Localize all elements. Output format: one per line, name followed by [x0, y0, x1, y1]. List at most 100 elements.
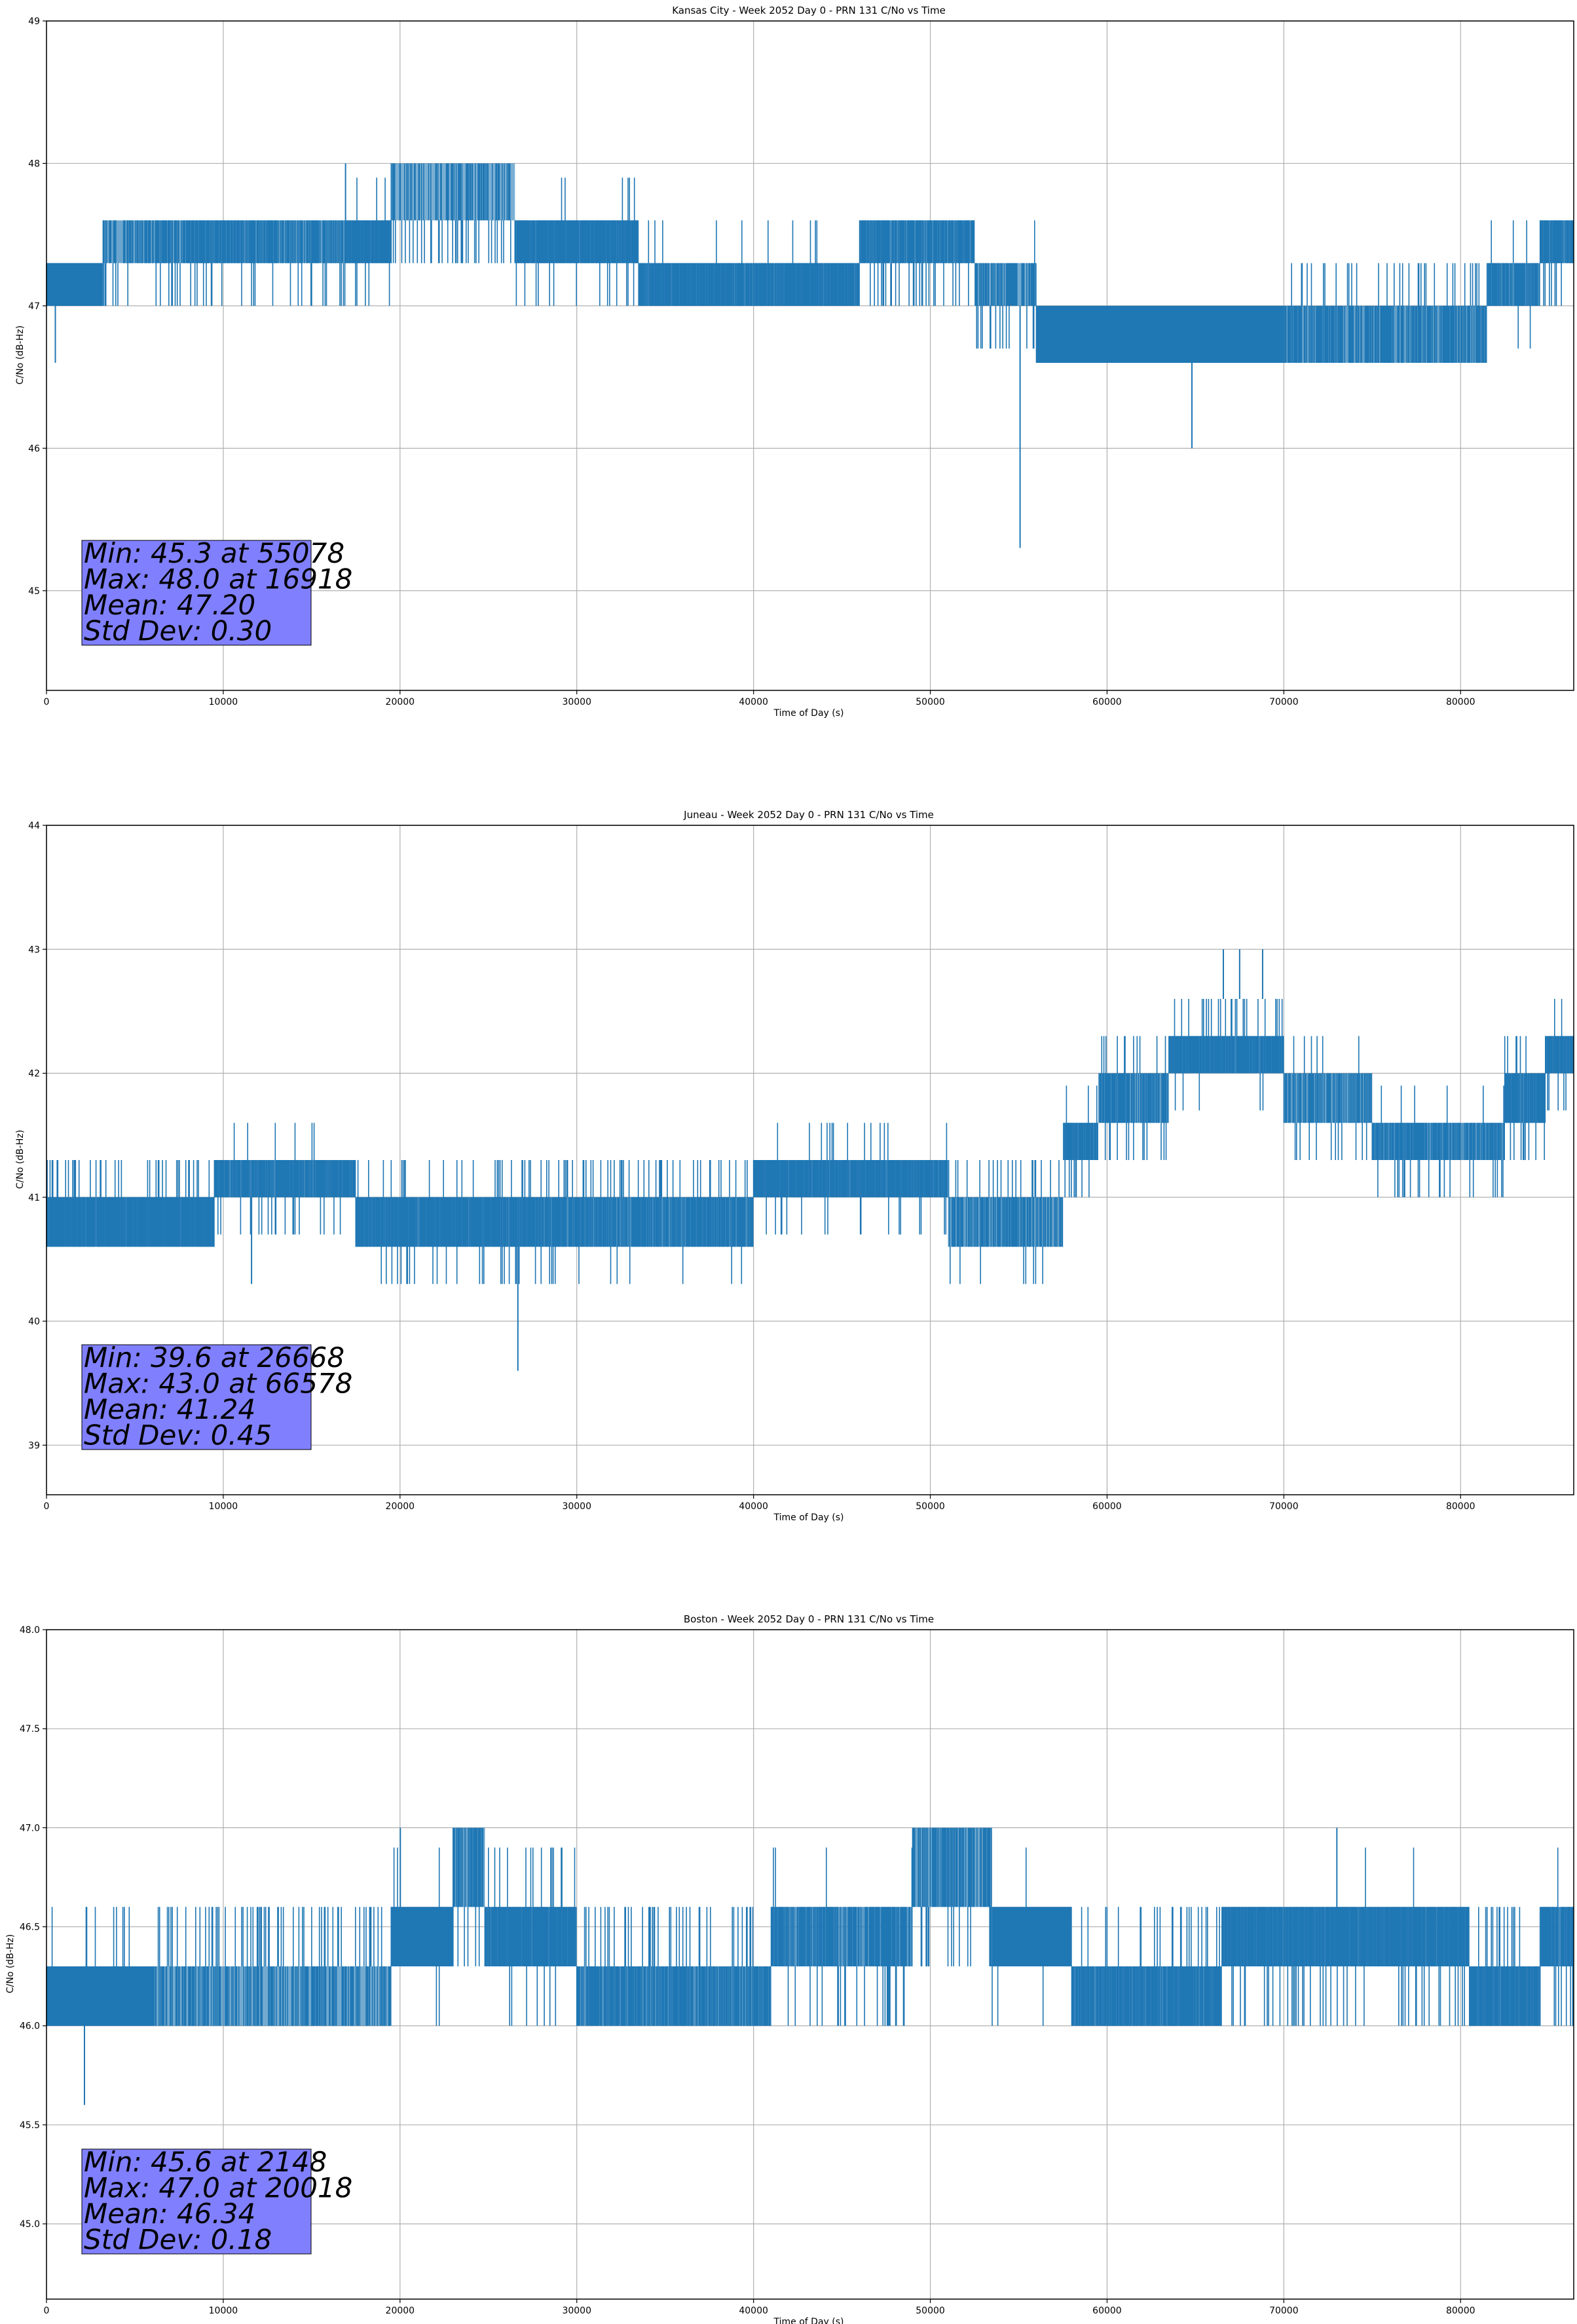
y-tick-label: 42 — [28, 1069, 40, 1079]
x-tick-label: 10000 — [209, 1501, 238, 1512]
x-tick-label: 20000 — [386, 2306, 415, 2316]
chart-title: Kansas City - Week 2052 Day 0 - PRN 131 … — [672, 5, 946, 16]
series-line — [46, 263, 103, 306]
series — [46, 163, 1574, 548]
y-axis-label: C/No (dB-Hz) — [15, 1130, 26, 1189]
y-tick-label: 45.0 — [20, 2219, 40, 2230]
y-tick-label: 47.0 — [20, 1823, 40, 1833]
series-line — [1168, 999, 1284, 1111]
axes-frame — [46, 825, 1574, 1495]
ticks: 0 10000 20000 30000 40000 50000 60000 70000 8000… — [28, 16, 1475, 707]
stats-box-background — [81, 2148, 312, 2255]
series — [46, 1827, 1574, 2105]
series-line — [638, 220, 860, 306]
juneau-chart: Juneau - Week 2052 Day 0 - PRN 131 C/No … — [15, 809, 1574, 1523]
series-line — [1371, 1085, 1505, 1197]
series-line — [213, 1123, 356, 1235]
x-axis-label: Time of Day (s) — [773, 1512, 844, 1523]
stats-box-background — [81, 1344, 312, 1450]
chart-title: Juneau - Week 2052 Day 0 - PRN 131 C/No … — [683, 809, 934, 821]
kansas-city-chart: Kansas City - Week 2052 Day 0 - PRN 131 … — [15, 5, 1574, 719]
x-tick-label: 30000 — [562, 2306, 591, 2316]
series-line — [152, 1907, 392, 2026]
stats-line: Min: 45.6 at 2148 — [84, 2146, 327, 2178]
y-axis-label: C/No (dB-Hz) — [5, 1934, 16, 1993]
y-tick-label: 40 — [28, 1317, 40, 1327]
y-tick-label: 47.5 — [20, 1724, 40, 1734]
series-line — [770, 1847, 913, 2026]
x-axis-label: Time of Day (s) — [773, 2317, 844, 2324]
series — [46, 949, 1574, 1371]
x-tick-label: 20000 — [386, 697, 415, 707]
series-line — [948, 1160, 1064, 1284]
x-tick-label: 20000 — [386, 1501, 415, 1512]
series-line — [496, 1160, 559, 1284]
x-tick-label: 60000 — [1092, 2306, 1122, 2316]
y-tick-label: 43 — [28, 945, 40, 955]
stats-line: Min: 45.3 at 55078 — [84, 537, 344, 569]
series-line — [102, 220, 188, 306]
x-tick-label: 0 — [44, 1501, 50, 1512]
series-line — [1539, 1847, 1574, 2026]
x-tick-label: 30000 — [562, 1501, 591, 1512]
series-line — [992, 1847, 1072, 2026]
x-tick-label: 50000 — [916, 697, 945, 707]
x-tick-label: 80000 — [1446, 697, 1475, 707]
boston-chart: Boston - Week 2052 Day 0 - PRN 131 C/No … — [5, 1613, 1574, 2324]
stats-box-background — [81, 540, 312, 646]
series-line — [1545, 999, 1574, 1111]
x-tick-label: 10000 — [209, 2306, 238, 2316]
stats-line: Max: 48.0 at 16918 — [84, 563, 352, 595]
y-tick-label: 41 — [28, 1193, 40, 1203]
plot-area — [46, 20, 1574, 691]
series-line — [1099, 1036, 1168, 1160]
x-tick-label: 50000 — [916, 2306, 945, 2316]
y-tick-label: 44 — [28, 821, 40, 831]
y-axis-label: C/No (dB-Hz) — [15, 326, 26, 384]
stats-line: Std Dev: 0.30 — [84, 615, 272, 647]
series-line — [390, 163, 511, 263]
x-tick-label: 0 — [44, 697, 50, 707]
series-line — [46, 1160, 215, 1247]
x-tick-label: 10000 — [209, 697, 238, 707]
y-tick-label: 39 — [28, 1440, 40, 1451]
series-line — [1486, 220, 1540, 349]
y-tick-label: 46.5 — [20, 1922, 40, 1933]
series-line — [912, 1827, 992, 1966]
stats-line: Max: 47.0 at 20018 — [84, 2172, 352, 2204]
series-line — [187, 220, 276, 306]
stats-line: Min: 39.6 at 26668 — [84, 1341, 344, 1374]
series-line — [974, 220, 1037, 349]
stats-line: Mean: 46.34 — [84, 2198, 255, 2230]
x-tick-label: 40000 — [739, 697, 768, 707]
stats-line: Std Dev: 0.18 — [84, 2224, 272, 2256]
series-line — [1283, 1036, 1372, 1160]
series-line — [276, 220, 347, 306]
x-tick-label: 40000 — [739, 1501, 768, 1512]
y-tick-label: 47 — [28, 301, 40, 312]
x-tick-label: 30000 — [562, 697, 591, 707]
stats-line: Mean: 47.20 — [84, 589, 255, 621]
series-line — [752, 1123, 948, 1235]
x-tick-label: 60000 — [1092, 1501, 1122, 1512]
ticks: 0 10000 20000 30000 40000 50000 60000 70000 8000… — [20, 1625, 1475, 2316]
x-tick-label: 80000 — [1446, 1501, 1475, 1512]
stats-line: Std Dev: 0.45 — [84, 1419, 272, 1452]
series-line — [1071, 1907, 1222, 2026]
series-line — [1539, 220, 1574, 306]
plot-area — [46, 1629, 1574, 2300]
series-line — [1221, 1847, 1470, 2026]
series-line — [1064, 1085, 1098, 1197]
y-tick-label: 46.0 — [20, 2021, 40, 2032]
axes-frame — [46, 20, 1574, 691]
series-line — [576, 1907, 771, 2026]
ticks: 0 10000 20000 30000 40000 50000 60000 70000 8000… — [28, 821, 1475, 1512]
x-tick-label: 70000 — [1269, 1501, 1299, 1512]
series-line — [346, 178, 392, 306]
x-tick-label: 40000 — [739, 2306, 768, 2316]
x-axis-label: Time of Day (s) — [773, 708, 844, 719]
